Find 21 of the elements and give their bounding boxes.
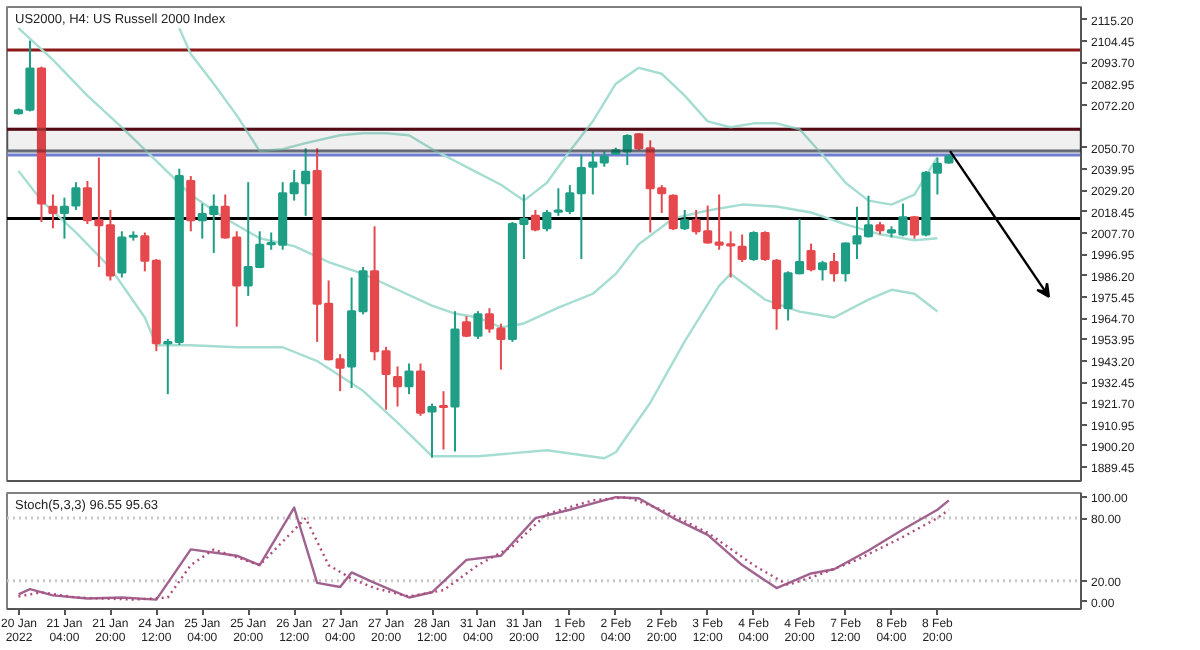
candlestick xyxy=(668,193,678,232)
candlestick xyxy=(392,365,403,408)
candlestick xyxy=(427,402,437,459)
candlestick xyxy=(772,258,782,331)
line-series xyxy=(178,27,939,206)
candlestick xyxy=(48,193,58,230)
line-series xyxy=(17,495,951,601)
candlestick xyxy=(415,362,426,417)
candlestick xyxy=(737,233,747,264)
candlestick xyxy=(680,208,690,232)
candlestick xyxy=(542,208,552,233)
candlestick xyxy=(817,259,828,282)
candlestick xyxy=(438,390,449,451)
candlestick xyxy=(806,242,816,273)
candlestick xyxy=(829,251,839,283)
candlestick xyxy=(404,362,414,396)
candlestick xyxy=(473,310,483,340)
candlestick xyxy=(749,230,759,262)
candlestick xyxy=(186,175,196,233)
line-series xyxy=(17,169,939,460)
candlestick xyxy=(760,230,770,262)
